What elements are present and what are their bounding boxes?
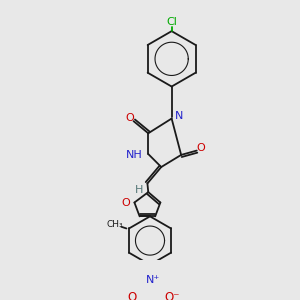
Text: N: N — [175, 111, 184, 121]
Text: O: O — [127, 291, 136, 300]
Text: O⁻: O⁻ — [165, 291, 180, 300]
Text: NH: NH — [126, 150, 143, 160]
Text: O: O — [126, 113, 134, 123]
Text: O: O — [197, 143, 206, 153]
Text: N⁺: N⁺ — [146, 274, 160, 284]
Text: CH₃: CH₃ — [107, 220, 124, 229]
Text: Cl: Cl — [166, 16, 177, 27]
Text: H: H — [135, 185, 143, 195]
Text: O: O — [122, 198, 130, 208]
